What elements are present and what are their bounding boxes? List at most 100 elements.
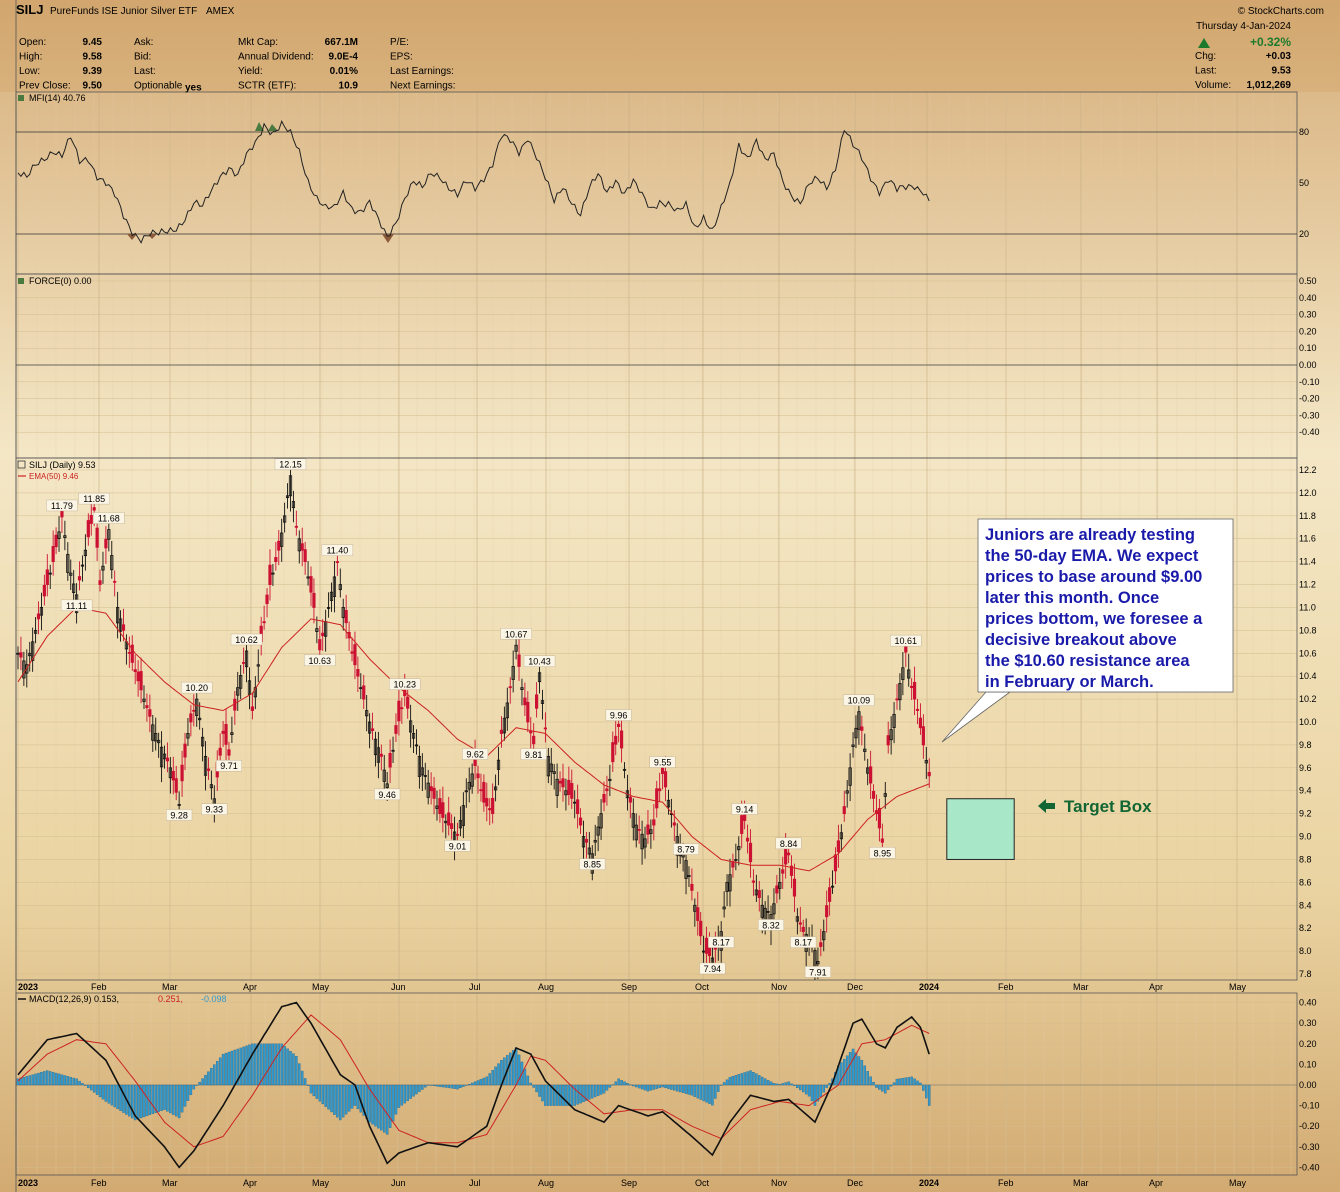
macd-hist-bar [614,1081,617,1086]
candle-body [83,549,87,557]
macd-hist-bar [63,1075,67,1086]
macd-hist-bar [658,1084,661,1089]
macd-hist-bar [643,1084,647,1091]
candle-body [250,706,254,711]
macd-hist-bar [576,1084,579,1105]
price-label: 10.63 [309,656,332,666]
macd-tick: 0.10 [1299,1059,1317,1069]
candle-body [845,790,849,794]
price-label: 9.96 [610,711,628,721]
candle-body [121,624,126,631]
candle-body [485,798,489,807]
price-tick: 8.2 [1299,923,1312,933]
candle-body [244,650,249,668]
candle-body [649,829,653,834]
macd-hist-bar [54,1072,58,1086]
macd-hist-bar [482,1077,486,1086]
macd-hist-bar [347,1084,351,1112]
macd-hist-bar [840,1062,843,1086]
candle-body [25,664,29,674]
macd-hist-bar [336,1084,339,1118]
macd-hist-bar [465,1084,468,1086]
macd-hist-bar [769,1081,773,1086]
fund-name: PureFunds ISE Junior Silver ETF [50,6,197,17]
force-tick: -0.10 [1299,377,1320,387]
callout-text-line: later this month. Once [985,589,1159,607]
macd-hist-bar [69,1077,72,1086]
price-label: 10.20 [185,683,208,693]
callout-text-line: decisive breakout above [985,631,1177,649]
candle-body [101,565,105,571]
price-label-box [215,760,242,772]
macd-hist-bar [728,1077,732,1086]
quote-value: 0.01% [330,66,358,77]
candle-body [619,730,624,749]
macd-hist-bar [526,1075,530,1086]
macd-hist-bar [28,1075,31,1086]
candle-body [394,725,398,734]
candle-body [912,681,917,700]
candle-body [825,905,829,918]
candle-body [584,838,589,843]
candle-body [725,881,729,892]
candle-body [356,669,360,677]
callout-text-line: Juniors are already testing [985,526,1195,544]
macd-hist-bar [919,1082,922,1086]
macd-hist-bar [717,1084,720,1092]
macd-hist-bar [854,1052,858,1086]
candle-body [312,592,316,608]
price-tick: 11.6 [1299,534,1316,544]
month-tick: Oct [695,982,710,992]
candle-body [297,538,301,552]
macd-hist-bar [429,1084,433,1086]
quote-label: EPS: [390,52,413,63]
macd-hist-bar [459,1084,462,1089]
candle-body [318,639,322,651]
candle-body [206,768,211,771]
macd-hist-bar [265,1043,269,1086]
price-tick: 12.0 [1299,488,1317,498]
month-tick-bottom: 2024 [919,1178,939,1188]
candle-body [335,561,339,563]
date-line: Thursday 4-Jan-2024 [1196,21,1291,32]
macd-hist-bar [48,1071,52,1086]
candle-body [740,815,744,834]
macd-hist-legend: -0.098 [201,994,227,1004]
candle-body [458,820,463,829]
macd-hist-bar [552,1084,556,1106]
candle-body [362,685,366,700]
month-tick-bottom: Aug [538,1178,554,1188]
price-label-box [321,544,354,556]
macd-hist-bar [421,1084,424,1090]
mfi-panel [16,120,1297,244]
candle-body [672,822,676,826]
macd-hist-bar [107,1084,111,1104]
candle-body [359,687,363,690]
candle-body [203,755,208,776]
price-label-box [708,936,735,948]
candle-body [370,728,375,731]
candle-body [915,708,920,711]
candle-body [104,538,108,549]
macd-hist-bar [766,1080,770,1086]
candle-body [280,532,284,547]
price-label: 11.79 [51,501,73,511]
force-tick: -0.20 [1299,394,1320,404]
macd-hist-bar [479,1079,483,1086]
candle-body [411,733,416,739]
macd-hist-bar [324,1084,327,1107]
candle-body [514,644,518,652]
candle-body [857,711,861,730]
month-tick-bottom: Jul [469,1178,481,1188]
macd-hist-bar [763,1078,767,1086]
candle-body [581,836,586,848]
candle-body [145,705,149,709]
price-label-box [790,936,817,948]
macd-hist-bar [333,1084,336,1115]
macd-hist-bar [473,1081,477,1086]
macd-hist-bar [426,1084,430,1086]
macd-hist-bar [233,1049,237,1086]
macd-hist-bar [22,1077,26,1086]
candle-body [183,743,187,758]
quote-label: Mkt Cap: [238,37,278,48]
